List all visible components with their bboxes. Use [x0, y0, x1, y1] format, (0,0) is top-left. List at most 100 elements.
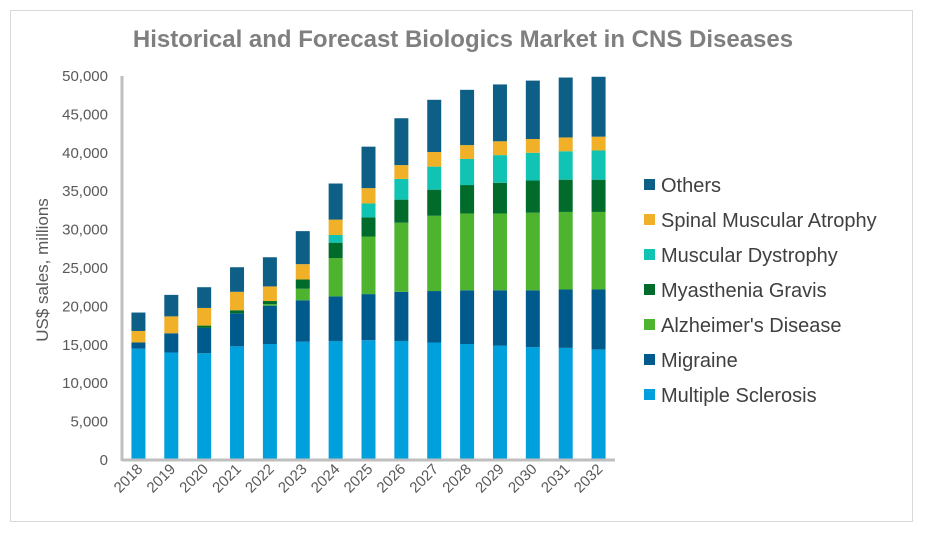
- bar-segment-spinal-muscular-atrophy-2019: [164, 316, 179, 334]
- bar-segment-migraine-2023: [295, 300, 310, 342]
- bar-segment-multiple-sclerosis-2032: [591, 349, 606, 460]
- bar-segment-others-2024: [328, 183, 343, 220]
- bar-segment-migraine-2032: [591, 289, 606, 350]
- bar-segment-muscular-dystrophy-2025: [361, 203, 376, 218]
- bar-segment-myasthenia-gravis-2030: [525, 180, 540, 213]
- x-axis-ticks: 2018201920202021202220232024202520262027…: [111, 461, 607, 497]
- legend-label: Muscular Dystrophy: [661, 245, 838, 267]
- x-tick-label: 2027: [406, 461, 442, 497]
- y-tick-label: 25,000: [62, 260, 108, 277]
- x-tick-label: 2023: [275, 461, 311, 497]
- bar-segment-myasthenia-gravis-2025: [361, 217, 376, 237]
- bar-segment-multiple-sclerosis-2030: [525, 347, 540, 460]
- bar-segment-others-2032: [591, 76, 606, 137]
- bar-segment-migraine-2030: [525, 290, 540, 348]
- bar-segment-alzheimer-s-disease-2029: [492, 213, 507, 291]
- x-tick-label: 2026: [374, 461, 410, 497]
- bar-segment-migraine-2029: [492, 290, 507, 346]
- bar-segment-migraine-2031: [558, 289, 573, 348]
- y-tick-label: 50,000: [62, 68, 108, 85]
- bar-segment-alzheimer-s-disease-2026: [394, 222, 409, 292]
- x-tick-label: 2031: [538, 461, 574, 497]
- bar-segment-multiple-sclerosis-2024: [328, 340, 343, 460]
- bar-segment-muscular-dystrophy-2031: [558, 151, 573, 180]
- bar-segment-myasthenia-gravis-2031: [558, 179, 573, 212]
- bar-segment-myasthenia-gravis-2028: [460, 185, 475, 214]
- bar-segment-others-2025: [361, 146, 376, 189]
- bar-segment-multiple-sclerosis-2027: [427, 342, 442, 460]
- bar-segment-multiple-sclerosis-2020: [197, 353, 212, 460]
- bar-segment-alzheimer-s-disease-2025: [361, 236, 376, 295]
- bar-segment-others-2026: [394, 118, 409, 166]
- bar-segment-multiple-sclerosis-2022: [262, 344, 277, 460]
- bar-segment-others-2027: [427, 99, 442, 153]
- bar-segment-others-2023: [295, 231, 310, 265]
- y-tick-label: 45,000: [62, 106, 108, 123]
- bar-segment-spinal-muscular-atrophy-2028: [460, 145, 475, 159]
- y-tick-label: 40,000: [62, 145, 108, 162]
- bars-group: [131, 76, 606, 460]
- bar-segment-alzheimer-s-disease-2031: [558, 211, 573, 290]
- bar-segment-others-2018: [131, 312, 146, 331]
- bar-segment-spinal-muscular-atrophy-2023: [295, 264, 310, 280]
- bar-segment-muscular-dystrophy-2028: [460, 158, 475, 186]
- legend-swatch: [644, 249, 655, 260]
- x-tick-label: 2030: [505, 461, 541, 497]
- bar-segment-myasthenia-gravis-2022: [262, 301, 277, 305]
- y-axis-ticks: 0 5,000 10,000 15,000 20,000 25,000 30,000 35,0…: [62, 68, 108, 469]
- bar-segment-myasthenia-gravis-2020: [197, 325, 212, 328]
- bar-segment-spinal-muscular-atrophy-2022: [262, 286, 277, 302]
- bar-segment-multiple-sclerosis-2026: [394, 340, 409, 460]
- bar-segment-others-2021: [230, 267, 245, 292]
- bar-segment-spinal-muscular-atrophy-2021: [230, 291, 245, 311]
- legend-swatch: [644, 179, 655, 190]
- legend-label: Alzheimer's Disease: [661, 315, 842, 337]
- bar-segment-spinal-muscular-atrophy-2020: [197, 307, 212, 326]
- bar-segment-myasthenia-gravis-2027: [427, 189, 442, 216]
- bar-segment-others-2019: [164, 294, 179, 317]
- bar-segment-migraine-2022: [262, 305, 277, 345]
- bar-segment-spinal-muscular-atrophy-2029: [492, 141, 507, 156]
- y-tick-label: 15,000: [62, 337, 108, 354]
- x-tick-label: 2032: [571, 461, 607, 497]
- bar-segment-alzheimer-s-disease-2028: [460, 213, 475, 291]
- bar-segment-migraine-2020: [197, 327, 212, 354]
- bar-segment-spinal-muscular-atrophy-2025: [361, 188, 376, 204]
- x-tick-label: 2021: [209, 461, 245, 497]
- bar-segment-multiple-sclerosis-2021: [230, 346, 245, 460]
- bar-segment-alzheimer-s-disease-2024: [328, 258, 343, 297]
- x-tick-label: 2024: [308, 461, 344, 497]
- bar-segment-muscular-dystrophy-2027: [427, 166, 442, 190]
- legend-swatch: [644, 319, 655, 330]
- legend: Others Spinal Muscular Atrophy Muscular Dy…: [644, 175, 877, 407]
- bar-segment-multiple-sclerosis-2019: [164, 352, 179, 460]
- bar-segment-others-2020: [197, 287, 212, 308]
- bar-segment-spinal-muscular-atrophy-2027: [427, 152, 442, 167]
- x-tick-label: 2025: [341, 461, 377, 497]
- bar-segment-muscular-dystrophy-2024: [328, 234, 343, 243]
- bar-segment-multiple-sclerosis-2029: [492, 345, 507, 460]
- bar-segment-spinal-muscular-atrophy-2024: [328, 219, 343, 235]
- bar-segment-migraine-2025: [361, 294, 376, 341]
- bar-segment-migraine-2026: [394, 291, 409, 341]
- y-tick-label: 20,000: [62, 298, 108, 315]
- bar-segment-myasthenia-gravis-2029: [492, 182, 507, 214]
- bar-segment-alzheimer-s-disease-2027: [427, 215, 442, 292]
- bar-segment-multiple-sclerosis-2028: [460, 344, 475, 460]
- bar-segment-spinal-muscular-atrophy-2026: [394, 165, 409, 179]
- bar-segment-others-2022: [262, 257, 277, 287]
- bar-segment-alzheimer-s-disease-2030: [525, 212, 540, 291]
- x-tick-label: 2020: [176, 461, 212, 497]
- x-tick-label: 2029: [472, 461, 508, 497]
- chart-title: Historical and Forecast Biologics Market…: [132, 26, 794, 53]
- bar-segment-migraine-2028: [460, 290, 475, 345]
- bar-segment-migraine-2027: [427, 291, 442, 343]
- legend-label: Myasthenia Gravis: [661, 280, 827, 302]
- bar-segment-muscular-dystrophy-2032: [591, 150, 606, 180]
- bar-segment-others-2031: [558, 77, 573, 138]
- bar-segment-alzheimer-s-disease-2023: [295, 288, 310, 301]
- y-tick-label: 10,000: [62, 375, 108, 392]
- x-tick-label: 2022: [242, 461, 278, 497]
- bar-segment-myasthenia-gravis-2021: [230, 310, 245, 314]
